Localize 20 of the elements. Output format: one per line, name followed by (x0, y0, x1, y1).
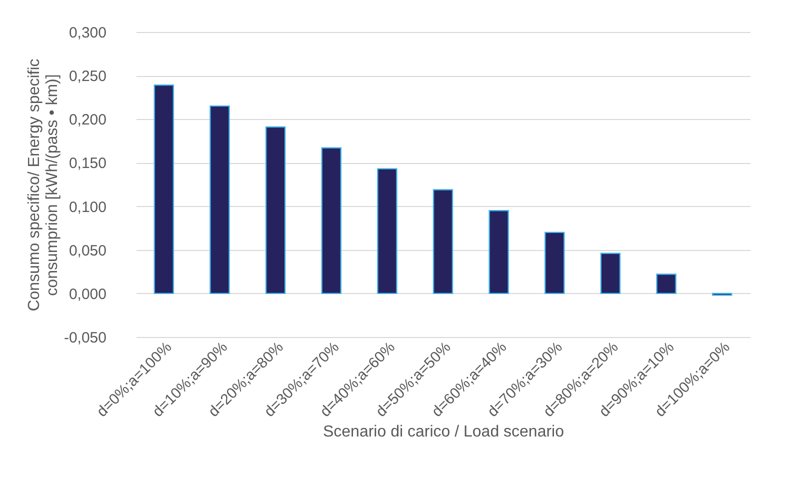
y-tick-label: 0,300 (68, 24, 106, 42)
y-tick-label: 0,250 (68, 68, 106, 86)
bar (210, 105, 230, 294)
bar (265, 126, 286, 294)
bar (377, 168, 398, 294)
bar (321, 147, 342, 294)
y-tick-label: 0,000 (68, 286, 106, 303)
bar (154, 84, 174, 294)
y-tick-label: 0,200 (68, 112, 106, 129)
y-axis-title: Consumo specifico/ Energy specific consumprion [kWh/(pass • km)] (26, 58, 61, 312)
y-tick-label: -0,050 (64, 330, 106, 346)
y-tick-label: 0,050 (68, 242, 106, 260)
bar (488, 210, 509, 294)
bar (544, 232, 565, 294)
bar (656, 274, 676, 294)
x-axis-title: Scenario di carico / Load scenario (322, 424, 564, 441)
y-tick-label: 0,100 (68, 198, 106, 216)
bar (600, 252, 621, 294)
y-tick-label: 0,150 (68, 155, 106, 172)
bar (432, 189, 454, 294)
